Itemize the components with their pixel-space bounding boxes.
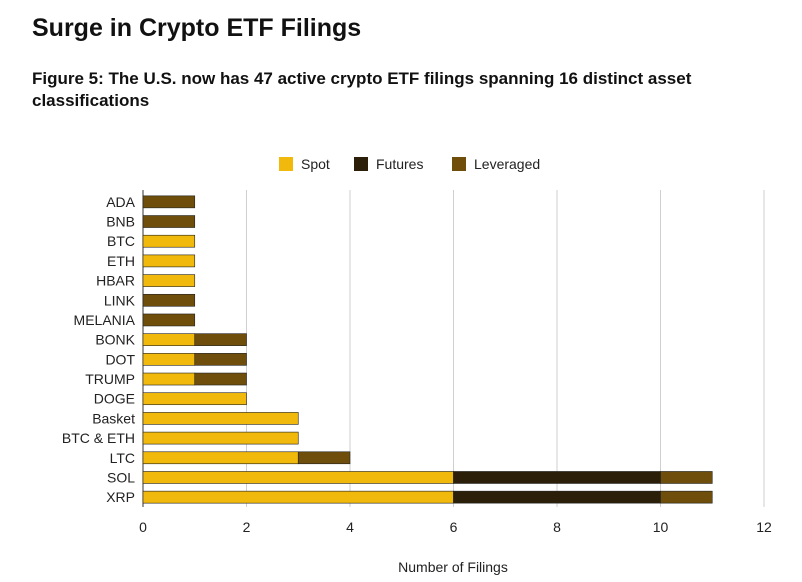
legend-label-leveraged: Leveraged <box>474 156 540 172</box>
legend-label-spot: Spot <box>301 156 330 172</box>
x-axis-label: Number of Filings <box>398 559 508 575</box>
x-axis-ticks: 0 2 4 6 8 10 12 <box>139 519 772 535</box>
bar-trump-leveraged <box>194 372 247 386</box>
y-category-label: BTC & ETH <box>62 430 135 446</box>
y-category-label: BTC <box>107 233 135 249</box>
x-tick-label: 8 <box>553 519 561 535</box>
x-tick-label: 12 <box>756 519 772 535</box>
bar-ltc-spot <box>142 451 299 465</box>
y-category-label: DOGE <box>94 391 135 407</box>
x-tick-label: 0 <box>139 519 147 535</box>
y-category-label: LINK <box>104 292 136 308</box>
bar-bnb-leveraged <box>142 215 196 228</box>
bar-link-leveraged <box>142 293 196 307</box>
y-category-label: BNB <box>106 214 135 230</box>
bar-trump-spot <box>142 372 196 386</box>
bar-sol-spot <box>142 471 454 484</box>
chart-title: Surge in Crypto ETF Filings <box>32 14 362 42</box>
x-tick-label: 4 <box>346 519 354 535</box>
bar-ada-leveraged <box>142 195 196 209</box>
x-tick-label: 10 <box>653 519 669 535</box>
y-category-label: MELANIA <box>74 312 136 328</box>
bar-doge-spot <box>142 392 247 406</box>
bar-melania-leveraged <box>142 313 196 327</box>
y-category-label: TRUMP <box>85 371 135 387</box>
chart-subtitle: Figure 5: The U.S. now has 47 active cry… <box>32 69 692 110</box>
bar-eth-spot <box>142 254 196 268</box>
bar-sol-futures <box>453 471 661 484</box>
y-category-label: HBAR <box>96 273 135 289</box>
x-tick-label: 6 <box>450 519 458 535</box>
y-category-label: XRP <box>106 489 135 505</box>
legend-label-futures: Futures <box>376 156 423 172</box>
y-category-label: ADA <box>106 194 135 210</box>
bar-hbar-spot <box>142 274 196 287</box>
y-category-label: DOT <box>105 351 135 367</box>
bars <box>142 195 713 504</box>
legend-swatch-leveraged <box>452 157 466 171</box>
y-axis-labels: ADA BNB BTC ETH HBAR LINK MELANIA BONK DOT TRUMP D… <box>62 194 136 505</box>
bar-bonk-spot <box>142 333 196 346</box>
legend: Spot Futures Leveraged <box>279 156 540 172</box>
legend-swatch-spot <box>279 157 293 171</box>
y-category-label: BONK <box>95 332 135 348</box>
x-tick-label: 2 <box>243 519 251 535</box>
bar-sol-leveraged <box>660 471 713 484</box>
bar-ltc-leveraged <box>297 451 351 465</box>
bar-btc-eth-spot <box>142 431 299 445</box>
bar-bonk-leveraged <box>194 333 247 346</box>
bar-xrp-spot <box>142 490 454 504</box>
y-category-label: ETH <box>107 253 135 269</box>
legend-swatch-futures <box>354 157 368 171</box>
y-category-label: Basket <box>92 410 135 426</box>
bar-btc-spot <box>142 234 196 248</box>
y-category-label: SOL <box>107 469 135 485</box>
bar-basket-spot <box>142 412 299 425</box>
bar-xrp-futures <box>453 490 661 504</box>
bar-xrp-leveraged <box>660 490 713 504</box>
bar-dot-spot <box>142 353 196 366</box>
y-category-label: LTC <box>110 450 135 466</box>
bar-dot-leveraged <box>194 353 247 366</box>
